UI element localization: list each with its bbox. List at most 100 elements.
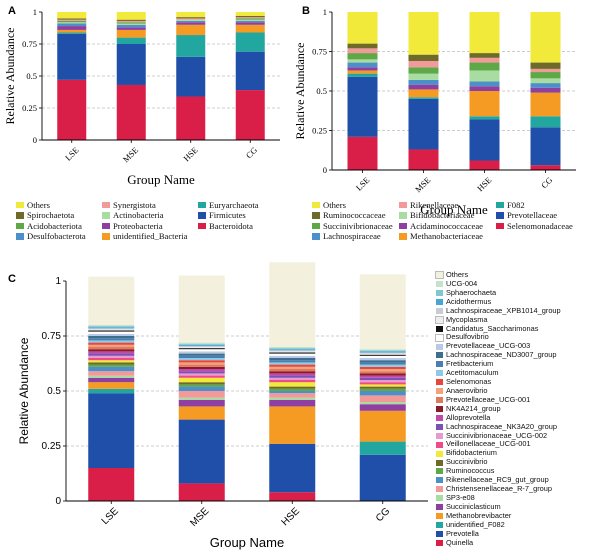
legend-swatch	[436, 513, 443, 520]
bar-segment	[347, 48, 378, 54]
bar-segment	[178, 351, 225, 354]
bar-segment	[359, 358, 406, 361]
bar-segment	[269, 350, 316, 352]
legend-item: Candidatus_Saccharimonas	[436, 324, 538, 334]
bar-segment	[269, 352, 316, 354]
bar-segment	[359, 454, 406, 501]
legend-label: Veillonellaceae_UCG-001	[446, 439, 531, 449]
legend-swatch	[436, 486, 443, 493]
bar-segment	[116, 24, 146, 28]
legend-item: Others	[435, 270, 468, 280]
bar-segment	[176, 12, 206, 18]
y-tick-label: 0.5	[26, 71, 37, 81]
bar-segment	[116, 37, 146, 44]
legend-label: Bacteroidota	[209, 220, 253, 231]
legend-item: Euryarchaeota	[198, 200, 259, 210]
legend-label: SP3-e08	[446, 493, 475, 502]
bar-segment	[269, 355, 316, 358]
bar-segment	[57, 33, 87, 80]
legend-item: Rikenellaceae	[399, 200, 458, 210]
legend-swatch	[436, 468, 443, 475]
bar-segment	[178, 342, 225, 344]
legend-swatch	[436, 370, 443, 377]
legend-swatch	[435, 333, 444, 342]
legend-swatch	[102, 233, 110, 240]
legend-label: Christensenellaceae_R-7_group	[446, 484, 552, 494]
legend-label: Acetitomaculum	[446, 368, 499, 378]
bar-segment	[359, 350, 406, 352]
legend-swatch	[16, 201, 24, 209]
legend-item: Bifidobacteriaceae	[399, 210, 474, 220]
bar-segment	[530, 127, 561, 166]
y-tick-label: 1	[33, 7, 37, 17]
bar-segment	[359, 375, 406, 378]
bar-segment	[176, 24, 206, 36]
bar-segment	[347, 12, 378, 44]
legend-label: F082	[507, 200, 525, 210]
legend-item: Prevotella	[436, 529, 479, 539]
legend-label: Ruminococcaceae	[323, 210, 386, 221]
bar-segment	[235, 18, 265, 20]
bar-segment	[269, 351, 316, 353]
bar-segment	[359, 395, 406, 402]
bar-segment	[178, 348, 225, 350]
bar-segment	[269, 399, 316, 407]
legend-label: Rikenellaceae_RC9_gut_group	[446, 475, 549, 485]
bar-segment	[88, 329, 135, 331]
bar-segment	[57, 22, 87, 24]
bar-segment	[269, 492, 316, 501]
x-tick-label: CG	[539, 175, 554, 190]
bar-segment	[88, 344, 135, 347]
bar-segment	[269, 347, 316, 349]
bar-segment	[269, 348, 316, 350]
legend-label: Acidobacteriota	[27, 220, 82, 231]
x-tick-label: HSE	[475, 175, 493, 193]
bar-segment	[408, 60, 439, 68]
legend-swatch	[436, 281, 443, 288]
x-tick-label: MSE	[121, 145, 140, 164]
bar-segment	[235, 51, 265, 91]
legend-swatch	[436, 352, 443, 359]
bar-segment	[359, 355, 406, 358]
legend-swatch	[102, 212, 110, 219]
bar-segment	[359, 274, 406, 350]
bar-segment	[178, 355, 225, 358]
bar-segment	[116, 44, 146, 85]
bar-segment	[57, 12, 87, 19]
bar-segment	[88, 340, 135, 343]
legend-swatch	[16, 233, 24, 240]
bar-segment	[530, 12, 561, 63]
legend-item: Bifidobacterium	[436, 448, 497, 458]
legend-swatch	[436, 495, 443, 502]
bar-segment	[88, 360, 135, 363]
chart-b: B 0 0.25 0.5 0.75 1 LSE MSE HSE CG Relative Abunda…	[293, 5, 576, 217]
bar-segment	[88, 362, 135, 365]
y-tick-label: 1	[55, 276, 61, 287]
legend-swatch	[496, 212, 504, 219]
bar-segment	[235, 17, 265, 19]
legend-label: Prevotella	[446, 528, 479, 538]
bar-segment	[88, 338, 135, 341]
legend-swatch	[496, 222, 504, 230]
legend-label: Desulfovibrio	[446, 332, 489, 342]
bar-segment	[176, 19, 206, 21]
legend-label: Acidaminococcaceae	[410, 220, 483, 231]
bar-segment	[269, 364, 316, 367]
legend-label: Selenomonadaceae	[507, 220, 573, 231]
legend-label: Quinella	[446, 537, 474, 547]
bar-segment	[178, 377, 225, 383]
bar-segment	[235, 19, 265, 21]
bar-segment	[116, 22, 146, 24]
bar-segment	[269, 360, 316, 363]
legend-swatch	[435, 271, 444, 280]
bar-segment	[178, 397, 225, 400]
bar-segment	[178, 275, 225, 343]
legend-label: Ruminococcus	[446, 466, 495, 476]
legend-swatch	[198, 201, 206, 209]
legend-item: Ruminococcaceae	[312, 210, 386, 220]
legend-item: unidentified_Bacteria	[102, 231, 187, 241]
legend-label: Candidatus_Saccharimonas	[446, 323, 539, 333]
bar-segment	[235, 20, 265, 23]
bar-segment	[178, 364, 225, 367]
legend-item: Actinobacteria	[102, 210, 164, 220]
